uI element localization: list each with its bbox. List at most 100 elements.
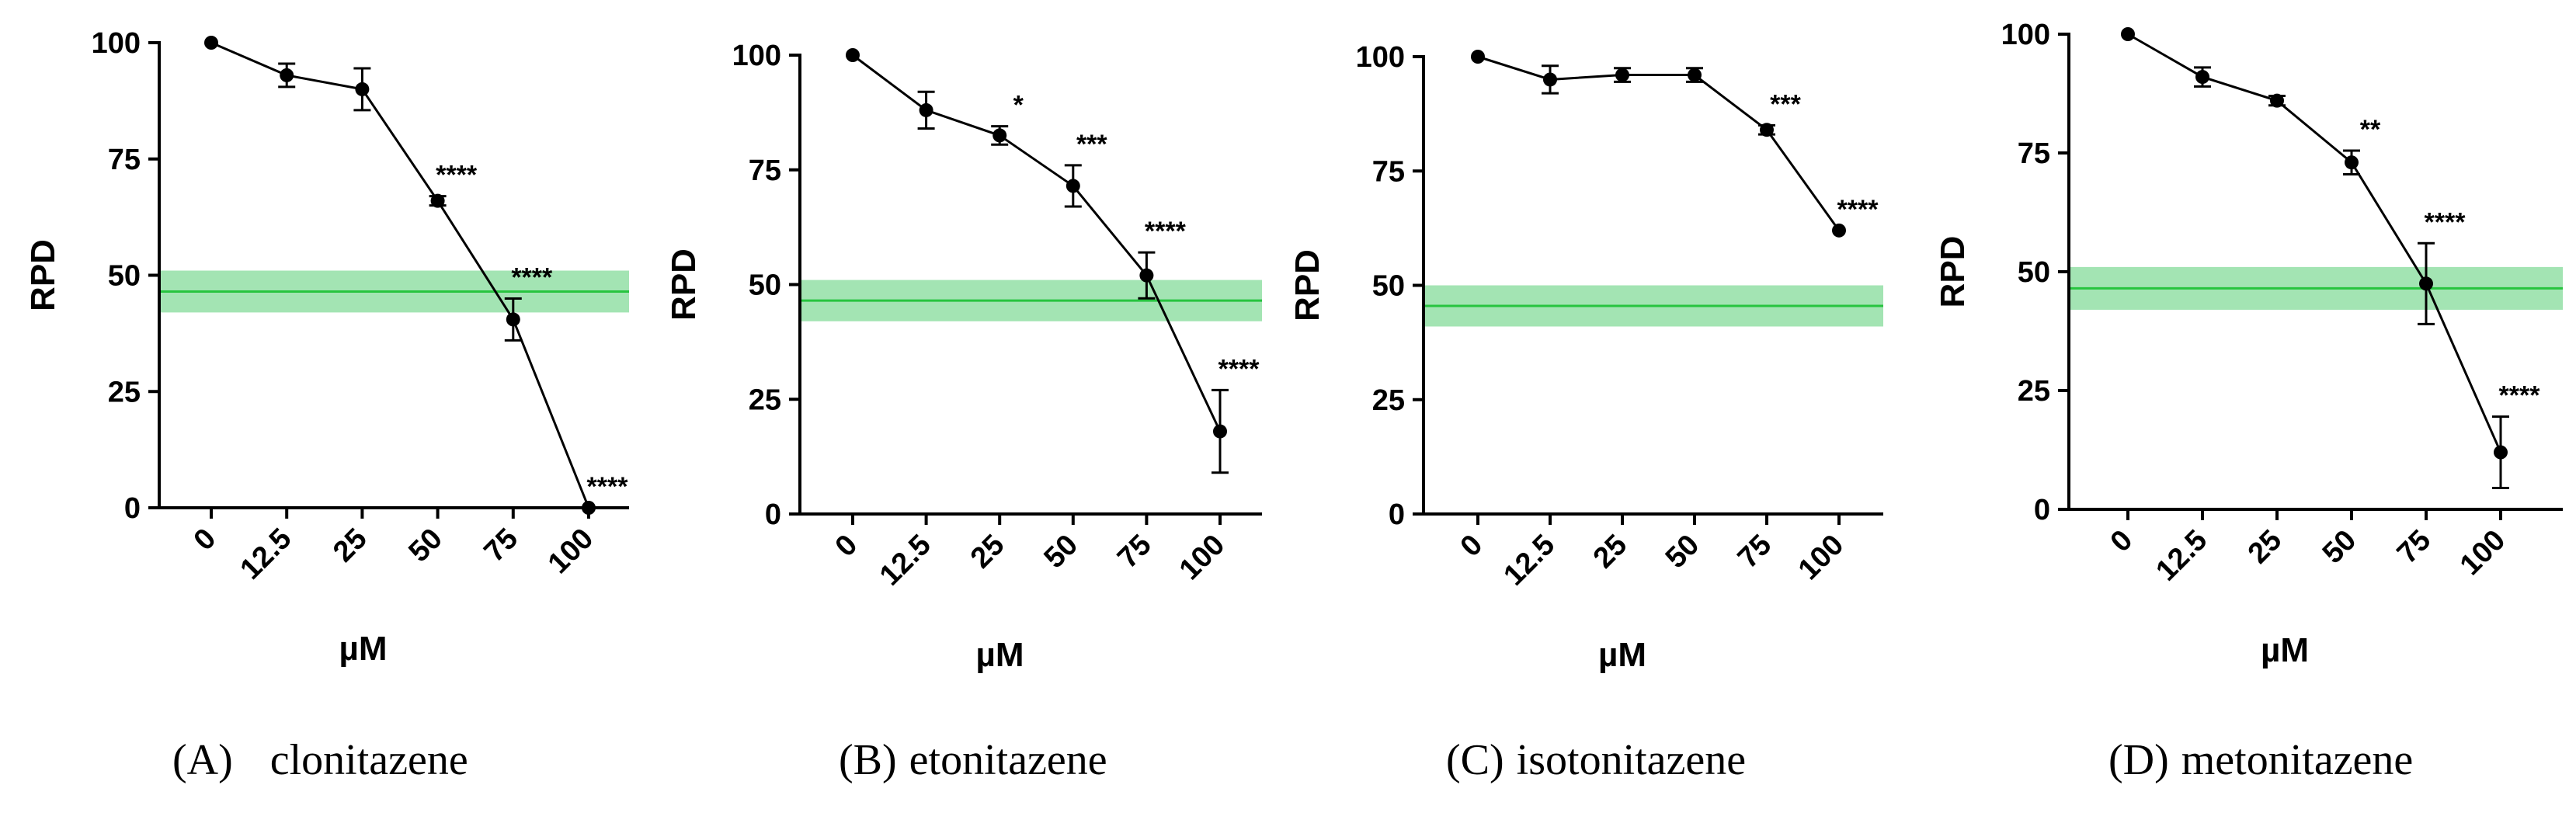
y-axis-label: RPD (665, 248, 703, 321)
data-point (1543, 72, 1557, 87)
x-tick-label: 12.5 (2150, 524, 2213, 588)
y-tick-label: 50 (1372, 270, 1405, 303)
x-tick-label: 0 (2105, 524, 2140, 559)
x-tick-label: 75 (1111, 529, 1158, 575)
series-line (210, 41, 590, 509)
data-point (919, 102, 933, 117)
y-tick-label: 100 (732, 40, 781, 72)
panel-letter: (C) (1446, 736, 1504, 784)
data-point (204, 36, 218, 50)
data-point (2419, 276, 2433, 291)
y-tick-label: 75 (749, 155, 781, 187)
data-point (1760, 123, 1774, 137)
y-axis-label: RPD (24, 239, 62, 311)
panel-letter: (D) (2108, 736, 2169, 784)
y-tick-label: 50 (2018, 256, 2050, 289)
x-tick-label: 100 (1792, 529, 1851, 587)
data-point (1832, 223, 1846, 238)
data-point (1688, 68, 1702, 82)
significance-label: ** (2360, 115, 2381, 144)
x-tick-label: 12.5 (235, 523, 298, 586)
x-tick-label: 25 (2242, 524, 2289, 571)
data-point (582, 501, 596, 515)
x-tick-label: 50 (1660, 529, 1706, 575)
data-point (2195, 70, 2209, 85)
series-line (2127, 33, 2502, 453)
series-line (1477, 55, 1841, 231)
x-tick-label: 100 (542, 523, 600, 581)
drug-name: metonitazene (2181, 736, 2414, 784)
panel-letter: (B) (839, 736, 897, 784)
y-tick-label: 100 (1356, 41, 1405, 74)
data-point (2121, 27, 2135, 41)
significance-label: **** (511, 262, 553, 292)
x-tick-label: 0 (188, 523, 223, 557)
x-axis-label: µM (1598, 636, 1646, 674)
x-tick-label: 100 (2454, 524, 2512, 582)
x-tick-label: 75 (478, 523, 525, 569)
x-tick-label: 12.5 (874, 529, 937, 592)
x-tick-label: 50 (2317, 524, 2363, 571)
x-tick-label: 0 (829, 529, 864, 564)
significance-label: * (1013, 91, 1024, 120)
data-point (2494, 445, 2508, 460)
y-tick-label: 25 (2018, 375, 2050, 408)
significance-label: **** (1837, 195, 1879, 224)
x-axis-label: µM (2261, 631, 2309, 669)
chart-panel-a: 0 25 50 75 100 0 12.5 25 50 75 100 µM RPD **** **** ***… (24, 27, 629, 784)
y-tick-label: 25 (108, 376, 141, 408)
y-tick-label: 50 (108, 260, 141, 293)
data-point (1066, 179, 1080, 193)
x-tick-label: 25 (327, 523, 374, 569)
y-tick-label: 100 (92, 27, 141, 60)
drug-name: isotonitazene (1517, 736, 1746, 784)
y-axis-label: RPD (1288, 249, 1326, 321)
x-tick-label: 75 (1732, 529, 1778, 575)
data-point (993, 128, 1007, 143)
data-point (506, 312, 520, 327)
significance-label: **** (1218, 354, 1260, 384)
data-point (1213, 424, 1227, 439)
data-point (1139, 268, 1154, 283)
y-tick-label: 50 (749, 269, 781, 302)
y-tick-label: 25 (749, 384, 781, 416)
y-tick-label: 0 (124, 492, 141, 525)
x-axis-label: µM (339, 630, 387, 668)
x-tick-label: 50 (402, 523, 449, 569)
x-tick-label: 25 (965, 529, 1011, 575)
significance-label: **** (436, 161, 478, 190)
series-line (852, 54, 1222, 432)
significance-label: **** (587, 472, 629, 502)
data-point (2345, 155, 2359, 170)
data-point (1615, 68, 1629, 82)
data-point (280, 68, 294, 82)
y-tick-label: 0 (765, 498, 781, 531)
panel-caption: (C) isotonitazene (1446, 736, 1746, 784)
y-tick-label: 75 (2018, 137, 2050, 170)
x-tick-label: 75 (2391, 524, 2438, 571)
x-tick-label: 50 (1038, 529, 1085, 575)
y-tick-label: 75 (1372, 155, 1405, 188)
data-point (355, 82, 370, 96)
x-tick-label: 0 (1455, 529, 1490, 564)
x-tick-label: 12.5 (1497, 529, 1561, 592)
data-point (1471, 50, 1485, 64)
significance-label: **** (2425, 207, 2466, 237)
panel-caption: (B) etonitazene (839, 736, 1107, 784)
y-tick-label: 0 (1389, 498, 1405, 531)
y-tick-label: 0 (2034, 494, 2050, 526)
panel-caption: (D) metonitazene (2108, 736, 2413, 784)
significance-label: *** (1770, 89, 1801, 119)
data-point (430, 193, 445, 208)
significance-label: **** (2499, 381, 2541, 411)
y-tick-label: 100 (2001, 19, 2050, 51)
y-tick-label: 75 (108, 144, 141, 176)
y-tick-label: 25 (1372, 384, 1405, 417)
x-tick-label: 100 (1173, 529, 1232, 587)
data-point (2270, 93, 2284, 108)
significance-label: *** (1076, 130, 1107, 159)
panel-letter: (A) (172, 736, 233, 784)
significance-label: **** (1145, 217, 1187, 246)
